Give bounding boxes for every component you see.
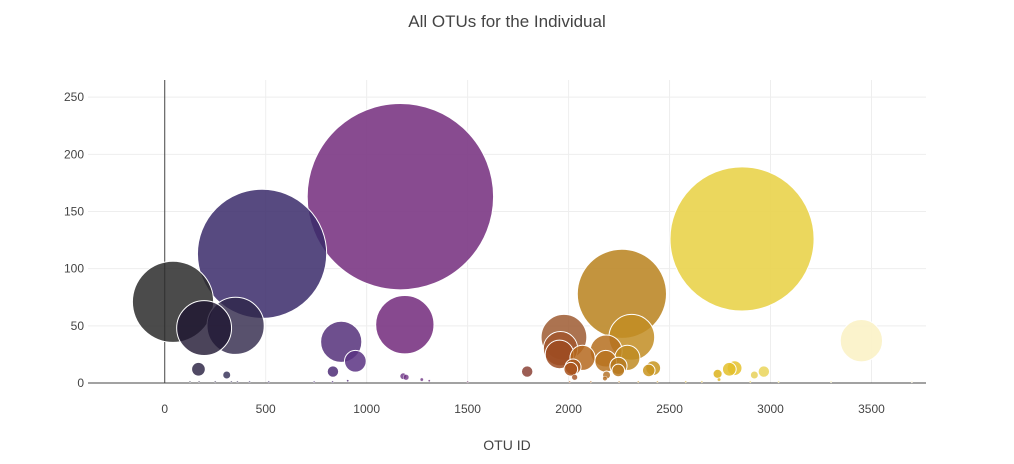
bubble-point <box>346 379 350 383</box>
bubble-point <box>222 370 232 380</box>
x-tick-label: 3000 <box>757 402 784 416</box>
bubble-point <box>419 377 424 382</box>
x-tick-label: 0 <box>161 402 168 416</box>
bubble-point <box>669 166 815 312</box>
bubble-point <box>236 380 239 384</box>
bubble-point <box>749 380 752 384</box>
x-tick-label: 1500 <box>454 402 481 416</box>
x-tick-label: 500 <box>256 402 276 416</box>
bubble-point <box>563 361 579 377</box>
bubble-point <box>656 380 659 384</box>
bubble-point <box>839 319 884 363</box>
bubble-point <box>331 380 334 384</box>
bubble-point <box>637 380 640 384</box>
x-tick-label: 2000 <box>555 402 582 416</box>
bubble-point <box>375 295 435 355</box>
y-tick-label: 100 <box>64 262 84 276</box>
bubble-point <box>213 380 217 384</box>
bubble-point <box>829 380 833 384</box>
bubble-point <box>568 380 571 384</box>
chart-title: All OTUs for the Individual <box>408 12 606 31</box>
bubble-point <box>641 363 656 378</box>
bubble-point <box>466 380 469 384</box>
x-tick-label: 2500 <box>656 402 683 416</box>
bubble-point <box>717 377 721 382</box>
bubble-point <box>749 370 759 380</box>
bubble-point <box>427 379 431 383</box>
x-axis-title: OTU ID <box>483 437 531 453</box>
bubble-point <box>267 380 270 384</box>
bubble-markers <box>131 102 914 384</box>
tick-labels: 0 500 1000 1500 2000 2500 3000 3500 0 50 100 150 200… <box>64 90 885 416</box>
y-tick-label: 0 <box>77 376 84 390</box>
y-tick-label: 200 <box>64 147 84 161</box>
bubble-point <box>326 365 340 378</box>
bubble-point <box>589 380 593 384</box>
y-tick-label: 250 <box>64 90 84 104</box>
bubble-point <box>571 374 578 381</box>
bubble-point <box>520 365 534 378</box>
bubble-point <box>712 368 723 379</box>
bubble-point <box>248 380 251 384</box>
bubble-point <box>191 361 206 377</box>
bubble-point <box>196 188 328 319</box>
bubble-point <box>402 374 410 381</box>
bubble-point <box>230 380 233 384</box>
bubble-point <box>684 380 687 384</box>
bubble-point <box>197 380 201 384</box>
bubble-point <box>602 375 608 381</box>
x-tick-label: 3500 <box>858 402 885 416</box>
bubble-point <box>757 365 771 378</box>
bubble-point <box>721 361 737 377</box>
bubble-point <box>700 380 704 384</box>
bubble-point <box>188 380 192 384</box>
bubble-point <box>611 363 626 378</box>
bubble-point <box>176 300 233 357</box>
bubble-point <box>312 380 316 384</box>
y-tick-label: 50 <box>71 319 85 333</box>
y-tick-label: 150 <box>64 204 84 218</box>
bubble-point <box>617 380 621 384</box>
x-tick-label: 1000 <box>353 402 380 416</box>
bubble-point <box>910 380 914 384</box>
bubble-point <box>777 380 780 384</box>
bubble-point <box>343 349 367 373</box>
bubble-point <box>306 102 495 291</box>
